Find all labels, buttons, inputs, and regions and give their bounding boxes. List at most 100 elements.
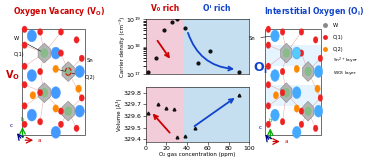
Circle shape: [266, 103, 271, 109]
Circle shape: [41, 49, 48, 57]
Circle shape: [294, 105, 299, 112]
Circle shape: [74, 37, 79, 43]
Circle shape: [266, 81, 271, 88]
Circle shape: [22, 26, 27, 33]
Y-axis label: Volume (Å³): Volume (Å³): [116, 98, 122, 131]
Polygon shape: [38, 43, 51, 63]
Circle shape: [65, 107, 71, 115]
Polygon shape: [302, 101, 314, 121]
Circle shape: [58, 121, 64, 128]
Circle shape: [299, 121, 304, 128]
Circle shape: [65, 68, 71, 76]
Circle shape: [75, 66, 84, 77]
Text: Sn: Sn: [249, 36, 272, 41]
Text: O(2): O(2): [333, 47, 343, 52]
Text: WO$_5$ layer: WO$_5$ layer: [333, 69, 357, 77]
Circle shape: [266, 26, 271, 33]
Circle shape: [76, 85, 82, 92]
Circle shape: [53, 65, 59, 73]
Text: $\mathbf{V_O}$: $\mathbf{V_O}$: [5, 69, 20, 82]
Circle shape: [58, 29, 64, 35]
Circle shape: [51, 126, 60, 138]
Text: a: a: [284, 139, 288, 144]
Bar: [265, 85, 321, 106]
Circle shape: [53, 105, 59, 112]
Circle shape: [30, 92, 36, 99]
Circle shape: [313, 37, 318, 43]
Circle shape: [37, 118, 43, 125]
Text: $\mathbf{O_i}$: $\mathbf{O_i}$: [253, 61, 268, 76]
Circle shape: [293, 48, 300, 58]
Bar: [146, 87, 184, 142]
Text: O(1): O(1): [14, 45, 25, 57]
Circle shape: [266, 63, 271, 70]
Bar: [265, 45, 321, 66]
Text: Sn: Sn: [82, 58, 94, 70]
Circle shape: [51, 87, 60, 99]
Circle shape: [280, 89, 285, 96]
Text: O(1): O(1): [333, 35, 343, 40]
Text: a: a: [38, 138, 42, 143]
Y-axis label: Carrier density (cm⁻³): Carrier density (cm⁻³): [119, 17, 125, 77]
Text: O(2): O(2): [59, 70, 96, 80]
Circle shape: [280, 68, 285, 75]
Circle shape: [271, 109, 279, 121]
Circle shape: [271, 70, 279, 81]
Text: W: W: [14, 36, 42, 52]
Circle shape: [75, 105, 84, 117]
Circle shape: [273, 92, 279, 99]
Circle shape: [58, 50, 64, 56]
Circle shape: [22, 63, 27, 70]
Circle shape: [315, 85, 320, 92]
Circle shape: [27, 109, 37, 121]
Circle shape: [299, 50, 304, 56]
Circle shape: [318, 95, 323, 101]
Circle shape: [280, 29, 285, 35]
Bar: [146, 19, 184, 74]
Circle shape: [79, 95, 84, 101]
Text: c: c: [259, 125, 262, 130]
Text: b: b: [21, 117, 24, 122]
Circle shape: [27, 70, 37, 81]
Polygon shape: [280, 83, 292, 103]
Circle shape: [293, 126, 301, 138]
Circle shape: [37, 89, 43, 96]
Circle shape: [22, 81, 27, 88]
Circle shape: [305, 68, 311, 76]
Circle shape: [314, 105, 323, 117]
Circle shape: [58, 108, 64, 114]
Circle shape: [37, 29, 43, 35]
Bar: [184, 19, 249, 74]
Circle shape: [299, 108, 304, 114]
Text: W: W: [333, 23, 338, 28]
Circle shape: [22, 121, 27, 128]
Circle shape: [27, 30, 37, 42]
Circle shape: [318, 55, 323, 62]
Circle shape: [266, 121, 271, 128]
Circle shape: [266, 42, 271, 48]
Text: Sn$^{2+}$ layer: Sn$^{2+}$ layer: [333, 56, 358, 66]
Circle shape: [314, 66, 323, 77]
Polygon shape: [62, 101, 74, 121]
Circle shape: [284, 49, 289, 57]
Text: b: b: [268, 118, 272, 123]
Circle shape: [79, 55, 84, 62]
X-axis label: O₂ gas concentration (ppm): O₂ gas concentration (ppm): [159, 152, 236, 157]
Polygon shape: [302, 62, 314, 81]
Circle shape: [294, 65, 299, 73]
Circle shape: [22, 42, 27, 48]
Circle shape: [22, 103, 27, 109]
Text: Oxygen Vacancy (V$_\mathregular{O}$): Oxygen Vacancy (V$_\mathregular{O}$): [13, 5, 106, 18]
Circle shape: [271, 30, 279, 42]
Circle shape: [41, 89, 48, 97]
Circle shape: [313, 125, 318, 132]
Polygon shape: [38, 83, 51, 103]
Circle shape: [299, 29, 304, 35]
Text: Oᴵ rich: Oᴵ rich: [203, 4, 231, 13]
Bar: [184, 87, 249, 142]
Circle shape: [293, 87, 301, 99]
Circle shape: [293, 47, 301, 59]
Circle shape: [51, 47, 60, 59]
Polygon shape: [62, 62, 74, 81]
Circle shape: [74, 125, 79, 132]
